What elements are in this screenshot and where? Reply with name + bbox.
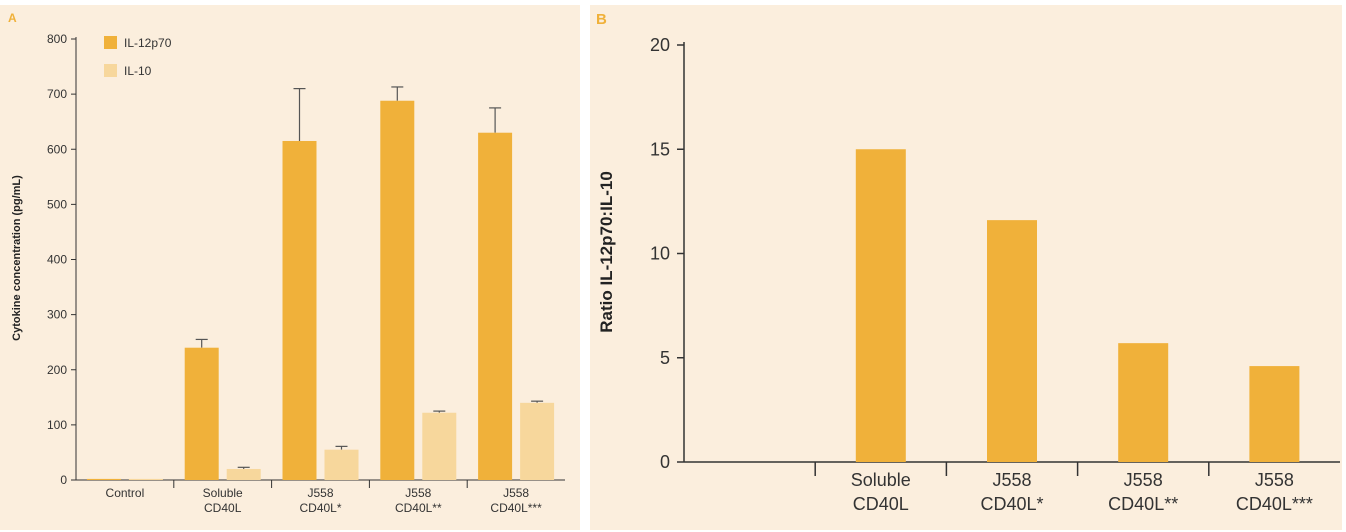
chart-a-y-tick-label: 200 [47, 363, 67, 377]
chart-a-x-tick-label: J558 [503, 486, 529, 500]
chart-b-y-tick-label: 20 [650, 35, 670, 55]
chart-a-y-tick-label: 0 [60, 473, 67, 487]
chart-a-bar-il10 [422, 412, 457, 480]
chart-a-bar-il10 [324, 449, 359, 480]
chart-b: Ratio IL-12p70:IL-10 0 5 10 15 20 Soluble CD40… [597, 35, 1340, 514]
chart-b-x-tick-label: CD40L*** [1236, 494, 1313, 514]
chart-b-x-tick-label: Soluble [851, 470, 911, 490]
chart-a-legend-swatch [104, 64, 117, 77]
chart-b-x-tick-label: CD40L* [980, 494, 1043, 514]
chart-a-y-tick-label: 800 [47, 32, 67, 46]
chart-a-x-tick-label: CD40L*** [490, 501, 542, 515]
chart-a: Cytokine concentration (pg/mL) 0 100 200 30… [11, 32, 565, 515]
chart-b-y-tick-label: 10 [650, 244, 670, 264]
panel-b-letter: B [596, 11, 607, 28]
chart-b-bar [987, 220, 1037, 462]
chart-a-x-tick-label: J558 [405, 486, 431, 500]
chart-a-x-tick-label: Control [106, 486, 145, 500]
chart-b-y-tick-label: 15 [650, 139, 670, 159]
chart-b-y-tick-label: 0 [660, 452, 670, 472]
chart-a-y-tick-label: 400 [47, 253, 67, 267]
chart-a-x-tick-label: CD40L** [395, 501, 442, 515]
chart-a-x-tick-label: J558 [307, 486, 333, 500]
chart-b-x-tick-label: J558 [992, 470, 1031, 490]
chart-a-bar-il12 [478, 132, 513, 480]
chart-b-bar [1249, 366, 1300, 462]
chart-b-ylabel: Ratio IL-12p70:IL-10 [597, 171, 616, 333]
chart-b-x-tick-label: J558 [1255, 470, 1294, 490]
chart-a-bar-il12 [86, 478, 121, 480]
chart-a-y-tick-label: 600 [47, 142, 67, 156]
chart-a-bar-il12 [184, 347, 219, 480]
chart-a-y-tick-label: 500 [47, 197, 67, 211]
chart-a-legend-swatch [104, 36, 117, 49]
chart-a-bar-il10 [226, 468, 261, 480]
chart-a-x-tick-label: CD40L* [299, 501, 341, 515]
chart-a-legend-label: IL-10 [124, 64, 152, 78]
chart-b-x-tick-label: CD40L** [1108, 494, 1178, 514]
chart-b-x-tick-label: CD40L [853, 494, 909, 514]
chart-a-bar-il12 [282, 140, 317, 480]
chart-a-legend-label: IL-12p70 [124, 36, 172, 50]
chart-a-y-tick-label: 100 [47, 418, 67, 432]
chart-a-bar-il10 [520, 402, 555, 480]
chart-a-x-tick-label: CD40L [204, 501, 242, 515]
chart-b-bar [1118, 343, 1169, 462]
panel-b: B [590, 5, 1342, 530]
chart-b-bar [855, 149, 906, 462]
chart-b-y-tick-label: 5 [660, 348, 670, 368]
chart-a-ylabel: Cytokine concentration (pg/mL) [11, 175, 23, 341]
chart-a-y-tick-label: 300 [47, 308, 67, 322]
chart-a-x-tick-label: Soluble [203, 486, 243, 500]
chart-a-y-tick-label: 700 [47, 87, 67, 101]
panel-a-letter: A [8, 11, 17, 25]
chart-b-x-tick-label: J558 [1124, 470, 1163, 490]
chart-a-bar-il10 [128, 478, 163, 480]
chart-a-bar-il12 [380, 100, 415, 481]
